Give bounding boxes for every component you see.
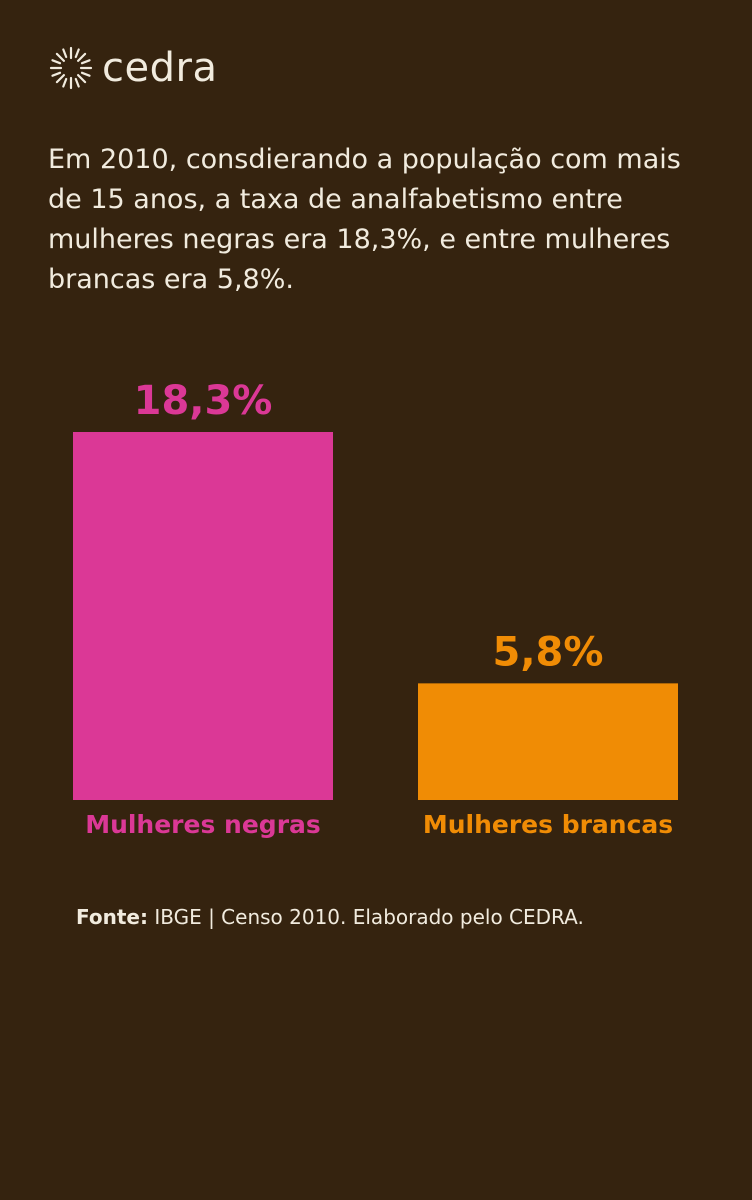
brand-name: cedra: [102, 45, 218, 91]
value-label: 5,8%: [493, 629, 604, 675]
source-note: Fonte: IBGE | Censo 2010. Elaborado pelo…: [76, 903, 716, 931]
bar-mulheres-brancas: [418, 683, 678, 800]
sun-icon: [49, 46, 93, 90]
bar-mulheres-negras: [73, 432, 333, 800]
intro-text: Em 2010, consdierando a população com ma…: [48, 144, 681, 295]
source-label: Fonte:: [76, 905, 148, 929]
source-text: IBGE | Censo 2010. Elaborado pelo CEDRA.: [154, 905, 584, 929]
category-label: Mulheres brancas: [423, 810, 673, 839]
category-label: Mulheres negras: [85, 810, 321, 839]
brand-logo: cedra: [48, 44, 217, 92]
value-label: 18,3%: [134, 378, 273, 424]
bar-chart: 18,3% Mulheres negras 5,8% Mulheres brancas: [73, 378, 678, 839]
